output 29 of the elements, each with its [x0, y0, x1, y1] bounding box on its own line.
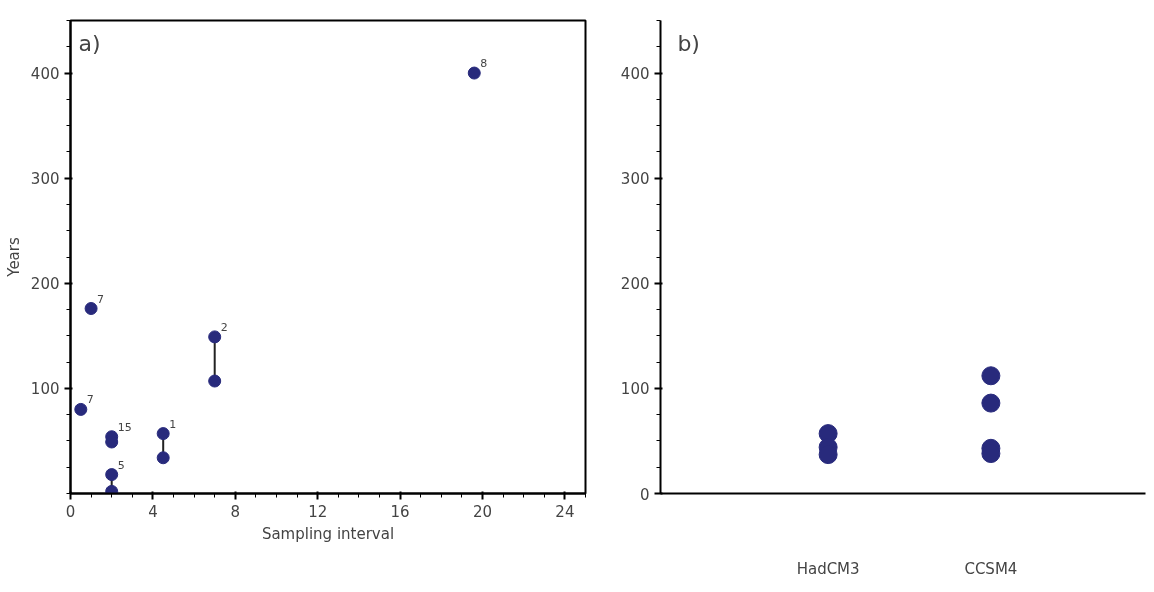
y-axis-title: Years — [4, 237, 23, 278]
y-tick-label: 100 — [30, 380, 60, 399]
chart-title: a) — [78, 30, 101, 56]
x-tick-label: 4 — [148, 502, 158, 521]
x-tick-label: 0 — [65, 502, 76, 521]
y-tick-label: 100 — [620, 380, 650, 399]
y-tick-label: 300 — [620, 170, 650, 189]
x-tick-label: HadCM3 — [796, 559, 860, 578]
x-tick-label: 12 — [308, 502, 328, 521]
annotation: 7 — [86, 393, 94, 407]
x-tick-label: 20 — [472, 502, 493, 521]
annotation: 5 — [117, 458, 125, 472]
y-tick-label: 200 — [620, 275, 650, 294]
y-tick-label: 300 — [30, 170, 60, 189]
annotation: 7 — [97, 292, 105, 306]
y-tick-label: 400 — [30, 65, 60, 84]
y-tick-label: 0 — [639, 485, 650, 504]
y-tick-label: 200 — [30, 275, 60, 294]
x-tick-label: CCSM4 — [964, 559, 1018, 578]
annotation: 8 — [480, 57, 488, 71]
x-tick-label: 24 — [555, 502, 575, 521]
x-tick-label: 16 — [390, 502, 410, 521]
annotation: 15 — [117, 420, 132, 434]
x-tick-label: 8 — [230, 502, 241, 521]
x-axis-title: Sampling interval — [261, 524, 395, 543]
annotation: 2 — [220, 320, 228, 334]
y-tick-label: 400 — [620, 65, 650, 84]
annotation: 1 — [169, 417, 177, 431]
chart-title: b) — [677, 30, 700, 56]
